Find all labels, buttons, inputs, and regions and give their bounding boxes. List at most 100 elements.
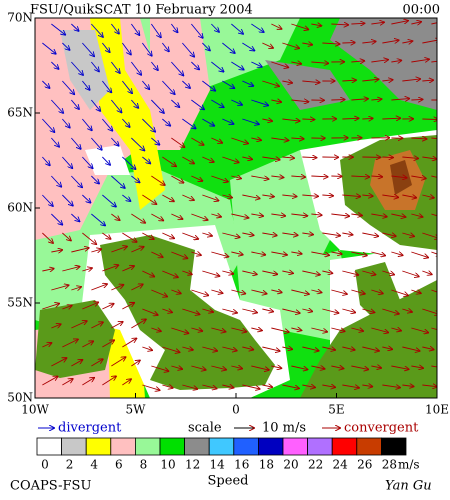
colorbar-tick: 4: [90, 458, 98, 472]
wind-arrow: [391, 60, 401, 62]
wind-arrow: [111, 285, 123, 291]
wind-arrow: [162, 346, 179, 352]
wind-arrow: [142, 194, 156, 204]
wind-arrow: [222, 232, 239, 237]
wind-arrow: [211, 290, 222, 293]
wind-arrow: [302, 157, 316, 158]
wind-arrow: [91, 359, 102, 367]
wind-arrow: [422, 308, 437, 314]
wind-arrow: [151, 289, 167, 297]
wind-arrow: [51, 137, 59, 147]
legend-convergent: convergent: [344, 421, 419, 436]
wind-arrow: [82, 194, 90, 203]
wind-arrow: [62, 232, 71, 241]
wind-arrow: [191, 328, 202, 331]
wind-arrow: [311, 290, 321, 293]
wind-arrow: [102, 80, 111, 92]
wind-arrow: [302, 270, 320, 275]
wind-arrow: [362, 195, 372, 196]
wind-arrow: [151, 251, 162, 257]
wind-arrow: [191, 213, 207, 220]
wind-arrow: [411, 59, 429, 62]
wind-arrow: [42, 80, 49, 88]
wind-arrow: [302, 309, 312, 311]
wind-arrow: [342, 385, 359, 388]
wind-arrow: [131, 247, 143, 253]
wind-arrow: [111, 99, 121, 112]
wind-arrow: [182, 118, 195, 128]
lon-label: 0: [232, 403, 240, 417]
wind-arrow: [342, 233, 352, 235]
lat-label: 70N: [7, 11, 33, 25]
wind-arrow: [71, 248, 88, 253]
wind-arrow: [271, 366, 281, 368]
wind-arrow: [62, 80, 74, 94]
wind-arrow: [151, 137, 159, 145]
wind-arrow: [382, 118, 400, 119]
wind-arrow: [222, 346, 236, 351]
wind-arrow: [102, 156, 110, 165]
wind-arrow: [411, 176, 425, 178]
wind-arrow: [222, 308, 237, 313]
wind-arrow: [62, 194, 72, 206]
colorbar-tick: 0: [41, 458, 49, 472]
wind-arrow: [271, 327, 288, 332]
wind-arrow: [311, 24, 321, 26]
wind-arrow: [111, 246, 127, 253]
colorbar-tick: 28: [382, 458, 397, 472]
colorbar-box: [110, 437, 136, 456]
wind-arrow: [42, 232, 53, 243]
wind-arrow: [51, 99, 63, 113]
wind-arrow: [211, 99, 223, 107]
wind-arrow: [222, 42, 234, 53]
wind-arrow: [82, 42, 94, 56]
wind-arrow: [82, 156, 92, 168]
wind-arrow: [431, 22, 437, 25]
wind-arrow: [202, 42, 209, 50]
wind-arrow: [122, 194, 130, 201]
wind-arrow: [102, 376, 116, 386]
wind-arrow: [231, 23, 243, 34]
land: [100, 235, 275, 390]
wind-arrow: [122, 338, 136, 348]
wind-arrow: [131, 175, 139, 182]
wind-arrow: [191, 23, 202, 38]
wind-arrow: [242, 270, 256, 274]
wind-arrow: [251, 61, 261, 67]
wind-arrow: [342, 270, 358, 275]
wind-arrow: [102, 265, 118, 272]
wind-arrow: [42, 118, 54, 132]
wind-arrow: [122, 232, 136, 242]
colorbar-box: [184, 437, 210, 456]
wind-arrow: [342, 308, 355, 312]
wind-arrow: [242, 80, 253, 86]
wind-arrow: [202, 270, 219, 276]
lat-label: 65N: [7, 106, 33, 120]
wind-arrow: [102, 304, 113, 310]
wind-arrow: [211, 175, 228, 182]
wind-arrow: [162, 309, 172, 312]
wind-arrow: [91, 284, 107, 291]
wind-arrow: [42, 304, 59, 310]
wind-arrow: [222, 385, 233, 388]
wind-arrow: [362, 118, 372, 119]
wind-arrow: [291, 289, 309, 294]
wind-arrow: [362, 308, 374, 312]
wind-arrow: [91, 322, 103, 329]
colorbar-tick: 10: [160, 458, 175, 472]
wind-arrow: [342, 118, 358, 119]
speed-region: [265, 60, 350, 110]
wind-arrow: [342, 347, 354, 350]
wind-arrow: [131, 99, 138, 108]
wind-arrow: [182, 194, 194, 200]
wind-arrow: [151, 175, 164, 185]
wind-arrow: [362, 270, 375, 275]
wind-arrow: [231, 61, 243, 70]
wind-arrow: [131, 61, 141, 75]
speed-region: [35, 18, 160, 240]
wind-arrow: [51, 23, 65, 35]
wind-arrow: [222, 271, 233, 274]
wind-arrow: [251, 289, 266, 294]
wind-arrow: [111, 175, 124, 188]
wind-arrow: [362, 41, 375, 43]
